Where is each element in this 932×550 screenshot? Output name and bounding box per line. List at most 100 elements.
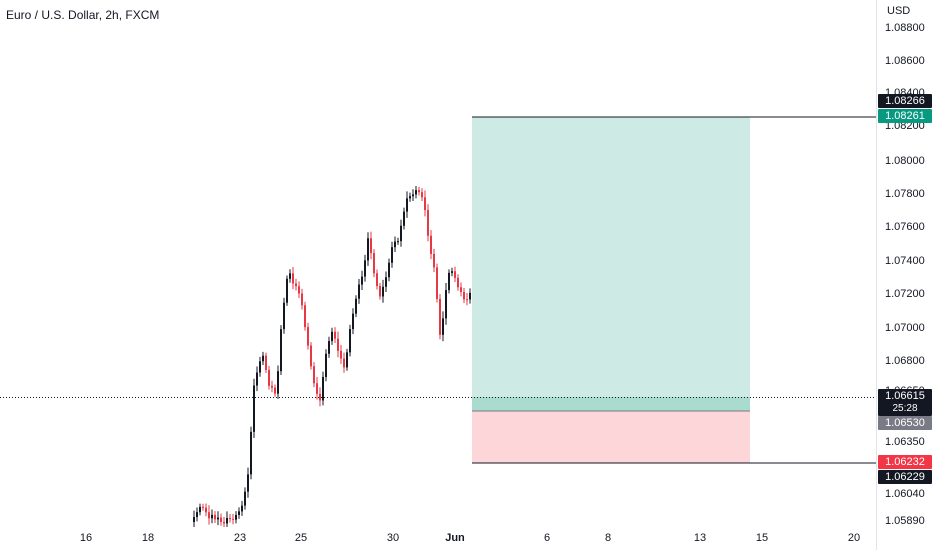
price-label: 1.06800 bbox=[885, 355, 925, 367]
candle-body bbox=[355, 298, 357, 314]
candle-body bbox=[313, 366, 315, 384]
currency-label[interactable]: USD bbox=[887, 5, 911, 17]
candle-body bbox=[397, 241, 399, 243]
price-label: 1.08800 bbox=[885, 22, 925, 34]
candle-body bbox=[391, 247, 393, 263]
candle-body bbox=[448, 272, 450, 291]
candle-body bbox=[382, 286, 384, 297]
price-label: 1.08600 bbox=[885, 55, 925, 67]
candle-body bbox=[349, 329, 351, 353]
candle-body bbox=[292, 273, 294, 284]
target-price-tag[interactable]: 1.08261 bbox=[878, 109, 932, 123]
candle-body bbox=[205, 507, 207, 513]
candle-body bbox=[352, 313, 354, 330]
time-label: 15 bbox=[755, 532, 769, 544]
candle-body bbox=[457, 277, 459, 288]
candle-body bbox=[325, 353, 327, 377]
chart-area[interactable]: Euro / U.S. Dollar, 2h, FXCM bbox=[0, 0, 876, 527]
candle-body bbox=[427, 210, 429, 236]
candle-body bbox=[439, 298, 441, 335]
candle-body bbox=[463, 291, 465, 300]
candle-body bbox=[388, 262, 390, 278]
candle-body bbox=[430, 235, 432, 254]
stop-bottom-tag[interactable]: 1.06229 bbox=[878, 470, 932, 484]
candle-body bbox=[364, 260, 366, 277]
candle-body bbox=[442, 318, 444, 335]
candle-body bbox=[469, 292, 471, 300]
candle-body bbox=[424, 197, 426, 211]
candle-body bbox=[361, 276, 363, 285]
candle-body bbox=[286, 278, 288, 303]
candle-body bbox=[262, 355, 264, 362]
candle-body bbox=[271, 385, 273, 388]
price-label: 1.07200 bbox=[885, 288, 925, 300]
price-label: 1.08000 bbox=[885, 155, 925, 167]
price-label: 1.07400 bbox=[885, 255, 925, 267]
target-top-tag[interactable]: 1.08266 bbox=[878, 94, 932, 108]
candle-body bbox=[394, 241, 396, 248]
time-label: 16 bbox=[79, 532, 93, 544]
candle-body bbox=[367, 238, 369, 261]
symbol-title[interactable]: Euro / U.S. Dollar, 2h, FXCM bbox=[6, 8, 160, 22]
candle-body bbox=[301, 293, 303, 306]
price-chart[interactable] bbox=[0, 0, 876, 527]
candle-body bbox=[247, 474, 249, 492]
candle-body bbox=[241, 505, 243, 512]
candle-body bbox=[436, 267, 438, 299]
candle-body bbox=[376, 273, 378, 287]
candle-body bbox=[199, 506, 201, 513]
candle-body bbox=[229, 518, 231, 520]
candle-body bbox=[400, 225, 402, 242]
candle-body bbox=[373, 253, 375, 274]
candle-body bbox=[265, 355, 267, 370]
candle-body bbox=[385, 277, 387, 287]
current-price-tag[interactable]: 1.06615 bbox=[878, 389, 932, 403]
candle-body bbox=[319, 393, 321, 401]
candle-body bbox=[202, 506, 204, 508]
price-label: 1.08200 bbox=[885, 120, 925, 132]
candle-body bbox=[433, 253, 435, 268]
candle-body bbox=[208, 512, 210, 519]
price-axis[interactable]: USD 1.08800 1.08600 1.08400 1.08200 1.08… bbox=[876, 0, 932, 550]
candle-body bbox=[289, 273, 291, 279]
candle-body bbox=[211, 514, 213, 519]
time-label: 20 bbox=[847, 532, 861, 544]
candle-body bbox=[409, 196, 411, 199]
time-label: 8 bbox=[604, 532, 612, 544]
time-label: 25 bbox=[294, 532, 308, 544]
candle-body bbox=[259, 361, 261, 373]
candle-body bbox=[418, 190, 420, 193]
candle-body bbox=[217, 517, 219, 520]
entry-price-tag[interactable]: 1.06530 bbox=[878, 416, 932, 430]
candle-body bbox=[232, 518, 234, 520]
candle-body bbox=[415, 190, 417, 195]
time-label: 6 bbox=[543, 532, 551, 544]
candle-body bbox=[379, 286, 381, 297]
candle-body bbox=[250, 431, 252, 475]
time-label: 30 bbox=[386, 532, 400, 544]
candle-body bbox=[328, 341, 330, 354]
candle-body bbox=[256, 372, 258, 386]
candle-body bbox=[196, 512, 198, 518]
candle-body bbox=[310, 345, 312, 367]
candle-body bbox=[337, 338, 339, 351]
candle-body bbox=[334, 331, 336, 339]
candle-body bbox=[304, 305, 306, 328]
candle-body bbox=[274, 387, 276, 394]
candle-body bbox=[340, 350, 342, 359]
candle-body bbox=[238, 511, 240, 515]
price-label: 1.07800 bbox=[885, 188, 925, 200]
candle-body bbox=[283, 302, 285, 330]
candle-body bbox=[244, 491, 246, 506]
candle-body bbox=[214, 514, 216, 520]
profit-zone bbox=[472, 117, 750, 411]
candle-body bbox=[346, 352, 348, 368]
candle-body bbox=[331, 331, 333, 342]
time-axis[interactable]: 16 18 23 25 30 Jun 6 8 13 15 20 bbox=[0, 527, 876, 550]
candle-body bbox=[220, 517, 222, 522]
candle-body bbox=[277, 371, 279, 394]
stop-price-tag[interactable]: 1.06232 bbox=[878, 455, 932, 469]
candle-body bbox=[445, 290, 447, 319]
price-label: 1.06040 bbox=[885, 488, 925, 500]
candle-body bbox=[454, 271, 456, 278]
